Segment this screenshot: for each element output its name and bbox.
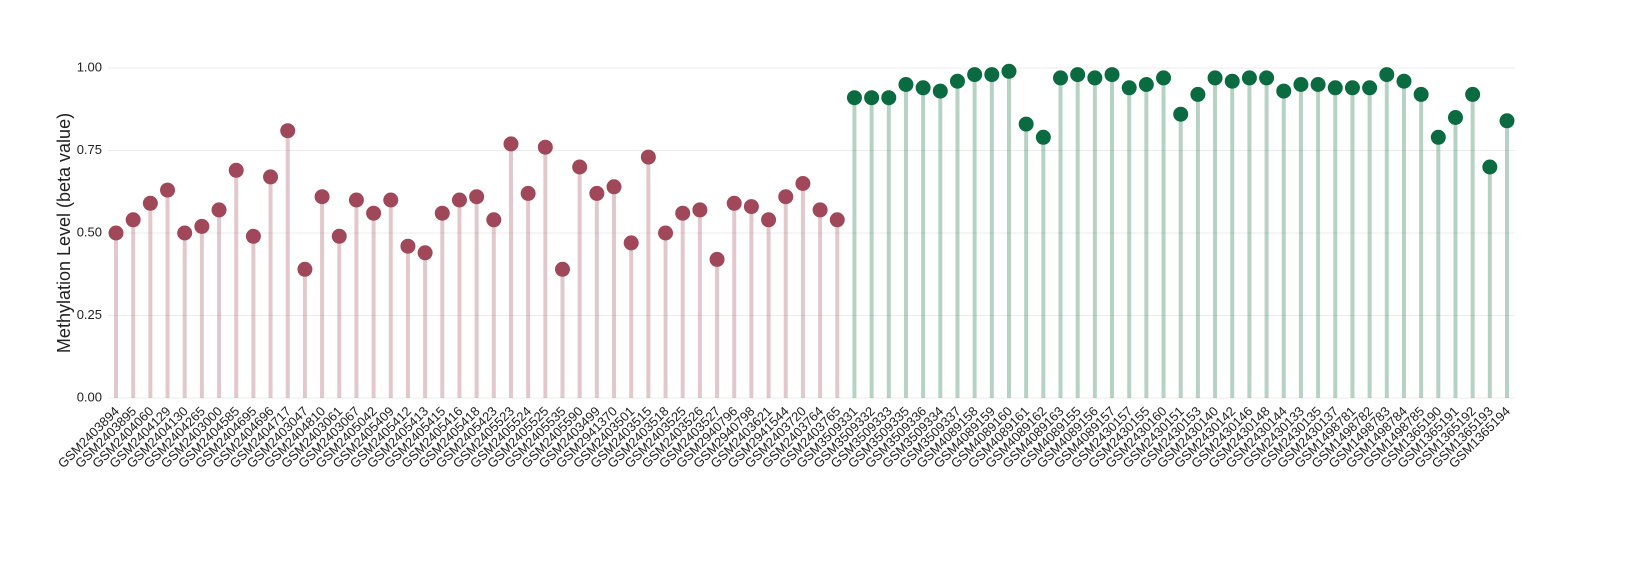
dot [1190,86,1206,102]
dot [400,238,416,254]
dot [434,205,450,221]
dot [1430,129,1446,145]
dot [1156,70,1172,86]
dot [417,245,433,261]
dot [1344,80,1360,96]
dot [1070,67,1086,83]
y-tick-label: 1.00 [77,59,102,74]
dot [761,212,777,228]
dot [846,90,862,106]
dot [280,123,296,139]
dot [1001,63,1017,79]
dot [331,228,347,244]
dot [1173,106,1189,122]
dot [1396,73,1412,89]
dot [1053,70,1069,86]
dot [263,169,279,185]
dot [142,195,158,211]
dot [211,202,227,218]
dot [1087,70,1103,86]
dot [1138,77,1154,92]
y-axis-label: Methylation Level (beta value) [54,113,74,353]
dot [1276,83,1292,99]
dot [1413,86,1429,102]
dot [1310,77,1326,92]
dot [640,149,656,165]
dot [881,90,897,106]
dot [1241,70,1257,86]
y-tick-label: 0.75 [77,142,102,157]
dot [1482,159,1498,175]
dot [1259,70,1275,86]
dot [675,205,691,221]
dot [554,261,570,277]
dot [1379,67,1395,83]
dot [658,225,674,241]
dot [537,139,553,155]
dot [1207,70,1223,86]
dot [1327,80,1343,96]
dot [1499,113,1515,129]
dot [967,67,983,83]
dot [743,199,759,215]
dot [709,251,725,267]
dot [177,225,193,241]
dot [486,212,502,228]
dot [160,182,176,198]
dot [795,176,811,191]
dot [1224,73,1240,89]
dot [1362,80,1378,96]
dot [864,90,880,106]
dot [623,235,639,251]
dot [108,225,124,241]
dot [932,83,948,99]
dot [245,228,261,244]
dot [503,136,519,152]
dot [812,202,828,218]
dot [606,179,622,195]
dot [1035,129,1051,145]
dot [984,67,1000,83]
dot [572,159,588,175]
dot [589,185,605,201]
y-tick-label: 0.50 [77,224,102,239]
dot [949,73,965,89]
dot [1104,67,1120,83]
dot [1018,116,1034,132]
dot [1121,80,1137,96]
dot [297,261,313,277]
dot [1447,110,1463,125]
dot [469,189,485,205]
dot [898,77,914,92]
y-tick-label: 0.25 [77,307,102,322]
dot [383,192,399,208]
dot [1465,86,1481,102]
dot [194,218,210,234]
dot [778,189,794,205]
dot [451,192,467,208]
dot [915,80,931,96]
dot [692,202,708,218]
dot [125,212,141,228]
dot [726,195,742,211]
dot [228,162,244,178]
dot [314,189,330,205]
dot [348,192,364,208]
dot [1293,77,1309,92]
y-tick-label: 0.00 [77,389,102,404]
dot [520,185,536,201]
dot [366,205,382,221]
dot [829,212,845,228]
